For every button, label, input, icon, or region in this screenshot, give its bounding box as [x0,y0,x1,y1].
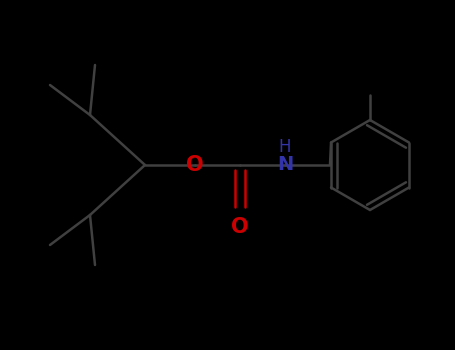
Text: O: O [231,217,249,237]
Text: H: H [279,138,291,156]
Text: N: N [277,155,293,175]
Text: O: O [186,155,204,175]
